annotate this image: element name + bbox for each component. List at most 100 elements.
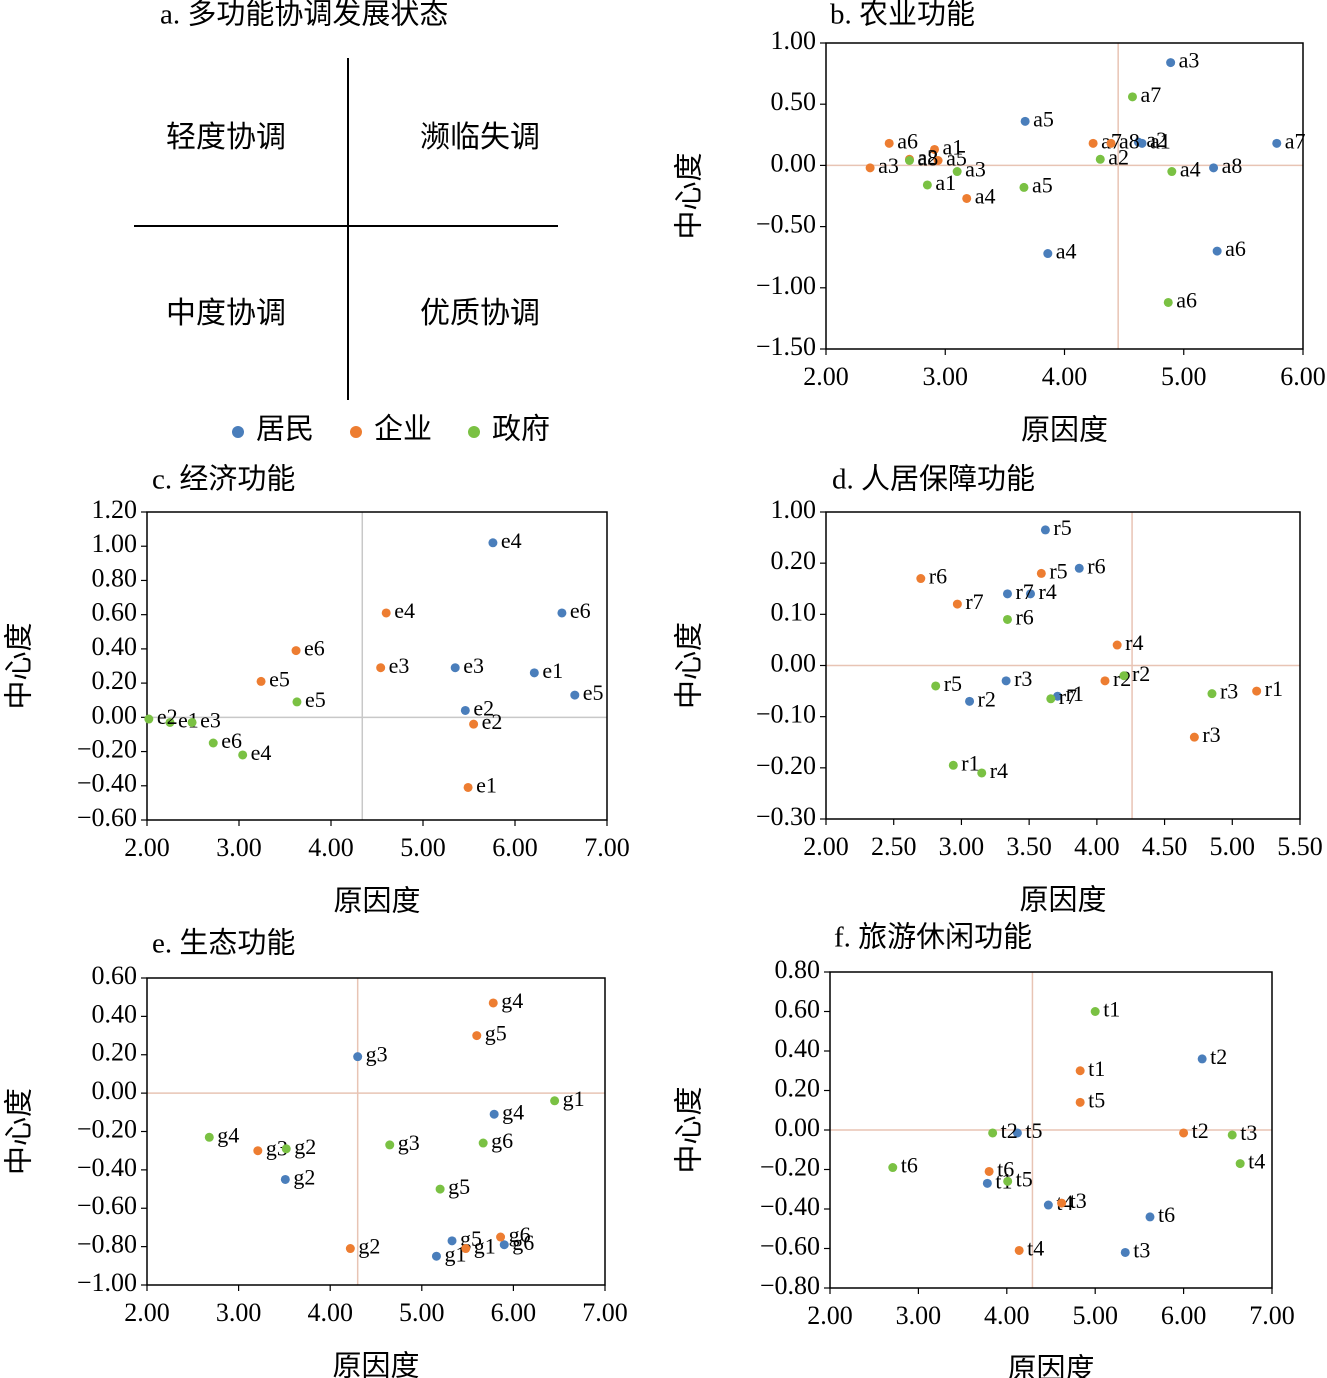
- point: [292, 697, 302, 707]
- point: [557, 608, 567, 618]
- point: [1127, 92, 1137, 102]
- point-label: a5: [946, 146, 967, 171]
- point-label: t1: [1103, 997, 1120, 1022]
- point-label: a2: [917, 144, 938, 169]
- point: [916, 574, 926, 584]
- point: [1075, 1097, 1085, 1107]
- point: [1207, 689, 1217, 699]
- point-label: g3: [398, 1130, 420, 1155]
- x-tick-label: 7.00: [584, 833, 630, 862]
- point: [488, 538, 498, 548]
- point-label: a7: [1140, 82, 1161, 107]
- point: [977, 768, 987, 778]
- x-tick-label: 7.00: [582, 1298, 628, 1327]
- point: [1100, 676, 1110, 686]
- point-label: e2: [482, 709, 503, 734]
- y-tick-label: −0.20: [77, 735, 137, 764]
- y-tick-label: 0.40: [92, 999, 138, 1028]
- point: [376, 663, 386, 673]
- y-tick-label: 0.60: [775, 994, 821, 1023]
- y-axis-label: 中心度: [673, 622, 706, 709]
- point: [447, 1236, 457, 1246]
- plot-frame: [825, 42, 1304, 350]
- point: [460, 705, 470, 715]
- y-tick-label: −0.30: [756, 802, 816, 831]
- point-label: g1: [563, 1086, 585, 1111]
- point-label: r1: [1265, 676, 1283, 701]
- point-label: g2: [294, 1134, 316, 1159]
- point-label: a4: [975, 183, 996, 208]
- point: [965, 696, 975, 706]
- x-tick-label: 5.50: [1277, 832, 1323, 861]
- point-label: r5: [1049, 558, 1067, 583]
- chart-title: e. 生态功能: [152, 927, 295, 960]
- plot-frame: [146, 511, 608, 821]
- point: [888, 1163, 898, 1173]
- point: [478, 1138, 488, 1148]
- diagram-title: a. 多功能协调发展状态: [160, 0, 448, 31]
- point: [1179, 1128, 1189, 1138]
- point-label: r7: [965, 589, 983, 614]
- point-label: t6: [901, 1153, 918, 1178]
- x-tick-label: 5.00: [1161, 362, 1207, 391]
- point: [1145, 1212, 1155, 1222]
- point-label: a4: [1180, 157, 1201, 182]
- point-label: e3: [200, 708, 221, 733]
- point: [1001, 676, 1011, 686]
- point: [435, 1184, 445, 1194]
- point-label: t4: [1027, 1236, 1044, 1261]
- point: [865, 163, 875, 173]
- point: [431, 1251, 441, 1261]
- point: [1106, 138, 1116, 148]
- point: [1212, 246, 1222, 256]
- point-label: r2: [978, 686, 996, 711]
- point: [1040, 525, 1050, 535]
- point: [489, 1109, 499, 1119]
- y-tick-label: 0.80: [775, 955, 821, 984]
- point: [1167, 167, 1177, 177]
- y-tick-label: 0.00: [92, 700, 138, 729]
- legend-label: 居民: [256, 414, 314, 446]
- quadrant-label: 濒临失调: [420, 121, 540, 154]
- point-label: g1: [474, 1234, 496, 1259]
- point: [253, 1146, 263, 1156]
- point-label: t5: [1025, 1118, 1042, 1143]
- point-label: e4: [251, 740, 272, 765]
- point: [1053, 691, 1063, 701]
- y-tick-label: 0.10: [771, 597, 817, 626]
- point-label: r3: [1202, 722, 1220, 747]
- point: [1043, 249, 1053, 259]
- point: [1252, 686, 1262, 696]
- point-label: t1: [1088, 1056, 1105, 1081]
- y-tick-label: 0.00: [771, 148, 817, 177]
- point: [1025, 589, 1035, 599]
- point: [922, 180, 932, 190]
- point-label: t3: [1070, 1188, 1087, 1213]
- x-tick-label: 2.00: [124, 833, 170, 862]
- point: [499, 1240, 509, 1250]
- point: [385, 1140, 395, 1150]
- point: [353, 1052, 363, 1062]
- point: [1197, 1054, 1207, 1064]
- y-tick-label: −0.40: [77, 1153, 137, 1182]
- point-label: t6: [1158, 1202, 1175, 1227]
- point: [984, 1166, 994, 1176]
- point-label: t2: [1210, 1044, 1227, 1069]
- y-tick-label: 0.00: [775, 1113, 821, 1142]
- chart-title: b. 农业功能: [830, 0, 975, 31]
- point-label: t3: [1133, 1237, 1150, 1262]
- point: [1002, 589, 1012, 599]
- point: [962, 193, 972, 203]
- legend-label: 政府: [492, 413, 550, 446]
- point-label: e1: [542, 658, 563, 683]
- x-tick-label: 4.00: [307, 1298, 353, 1327]
- point-label: r4: [990, 758, 1008, 783]
- x-tick-label: 4.00: [984, 1301, 1030, 1330]
- point-label: t3: [1240, 1120, 1257, 1145]
- quadrant-label: 优质协调: [420, 297, 540, 330]
- point-label: e5: [305, 687, 326, 712]
- point: [345, 1244, 355, 1254]
- y-tick-label: −0.50: [756, 210, 816, 239]
